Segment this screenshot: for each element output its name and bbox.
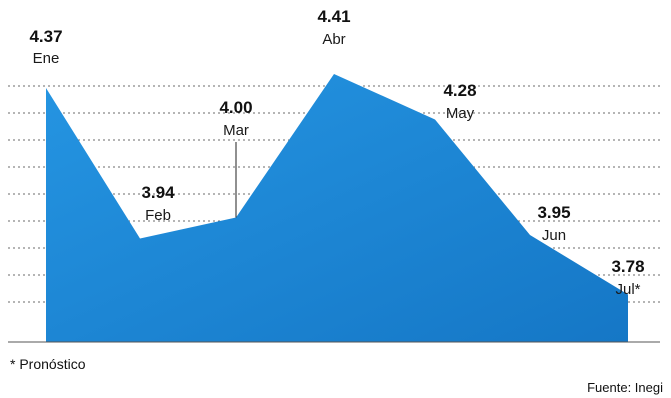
data-value-label: 3.78 — [611, 257, 644, 276]
data-value-label: 4.41 — [317, 7, 350, 26]
category-label: Jul* — [615, 281, 640, 298]
data-value-label: 3.95 — [537, 203, 570, 222]
area-series — [46, 74, 628, 342]
category-label: Jun — [542, 227, 566, 244]
footnote: * Pronóstico — [10, 356, 86, 372]
data-value-label: 4.28 — [443, 81, 476, 100]
data-value-label: 3.94 — [141, 183, 175, 202]
category-label: May — [446, 105, 475, 122]
data-labels: 4.37 Ene 3.94 Feb 4.00 Mar 4.41 Abr 4.28 May 3.95 J… — [29, 7, 644, 298]
category-label: Ene — [33, 50, 60, 67]
category-label: Mar — [223, 122, 249, 139]
data-value-label: 4.37 — [29, 27, 62, 46]
category-label: Abr — [322, 31, 345, 48]
category-label: Feb — [145, 207, 171, 224]
data-value-label: 4.00 — [219, 98, 252, 117]
source-credit: Fuente: Inegi — [587, 380, 663, 395]
